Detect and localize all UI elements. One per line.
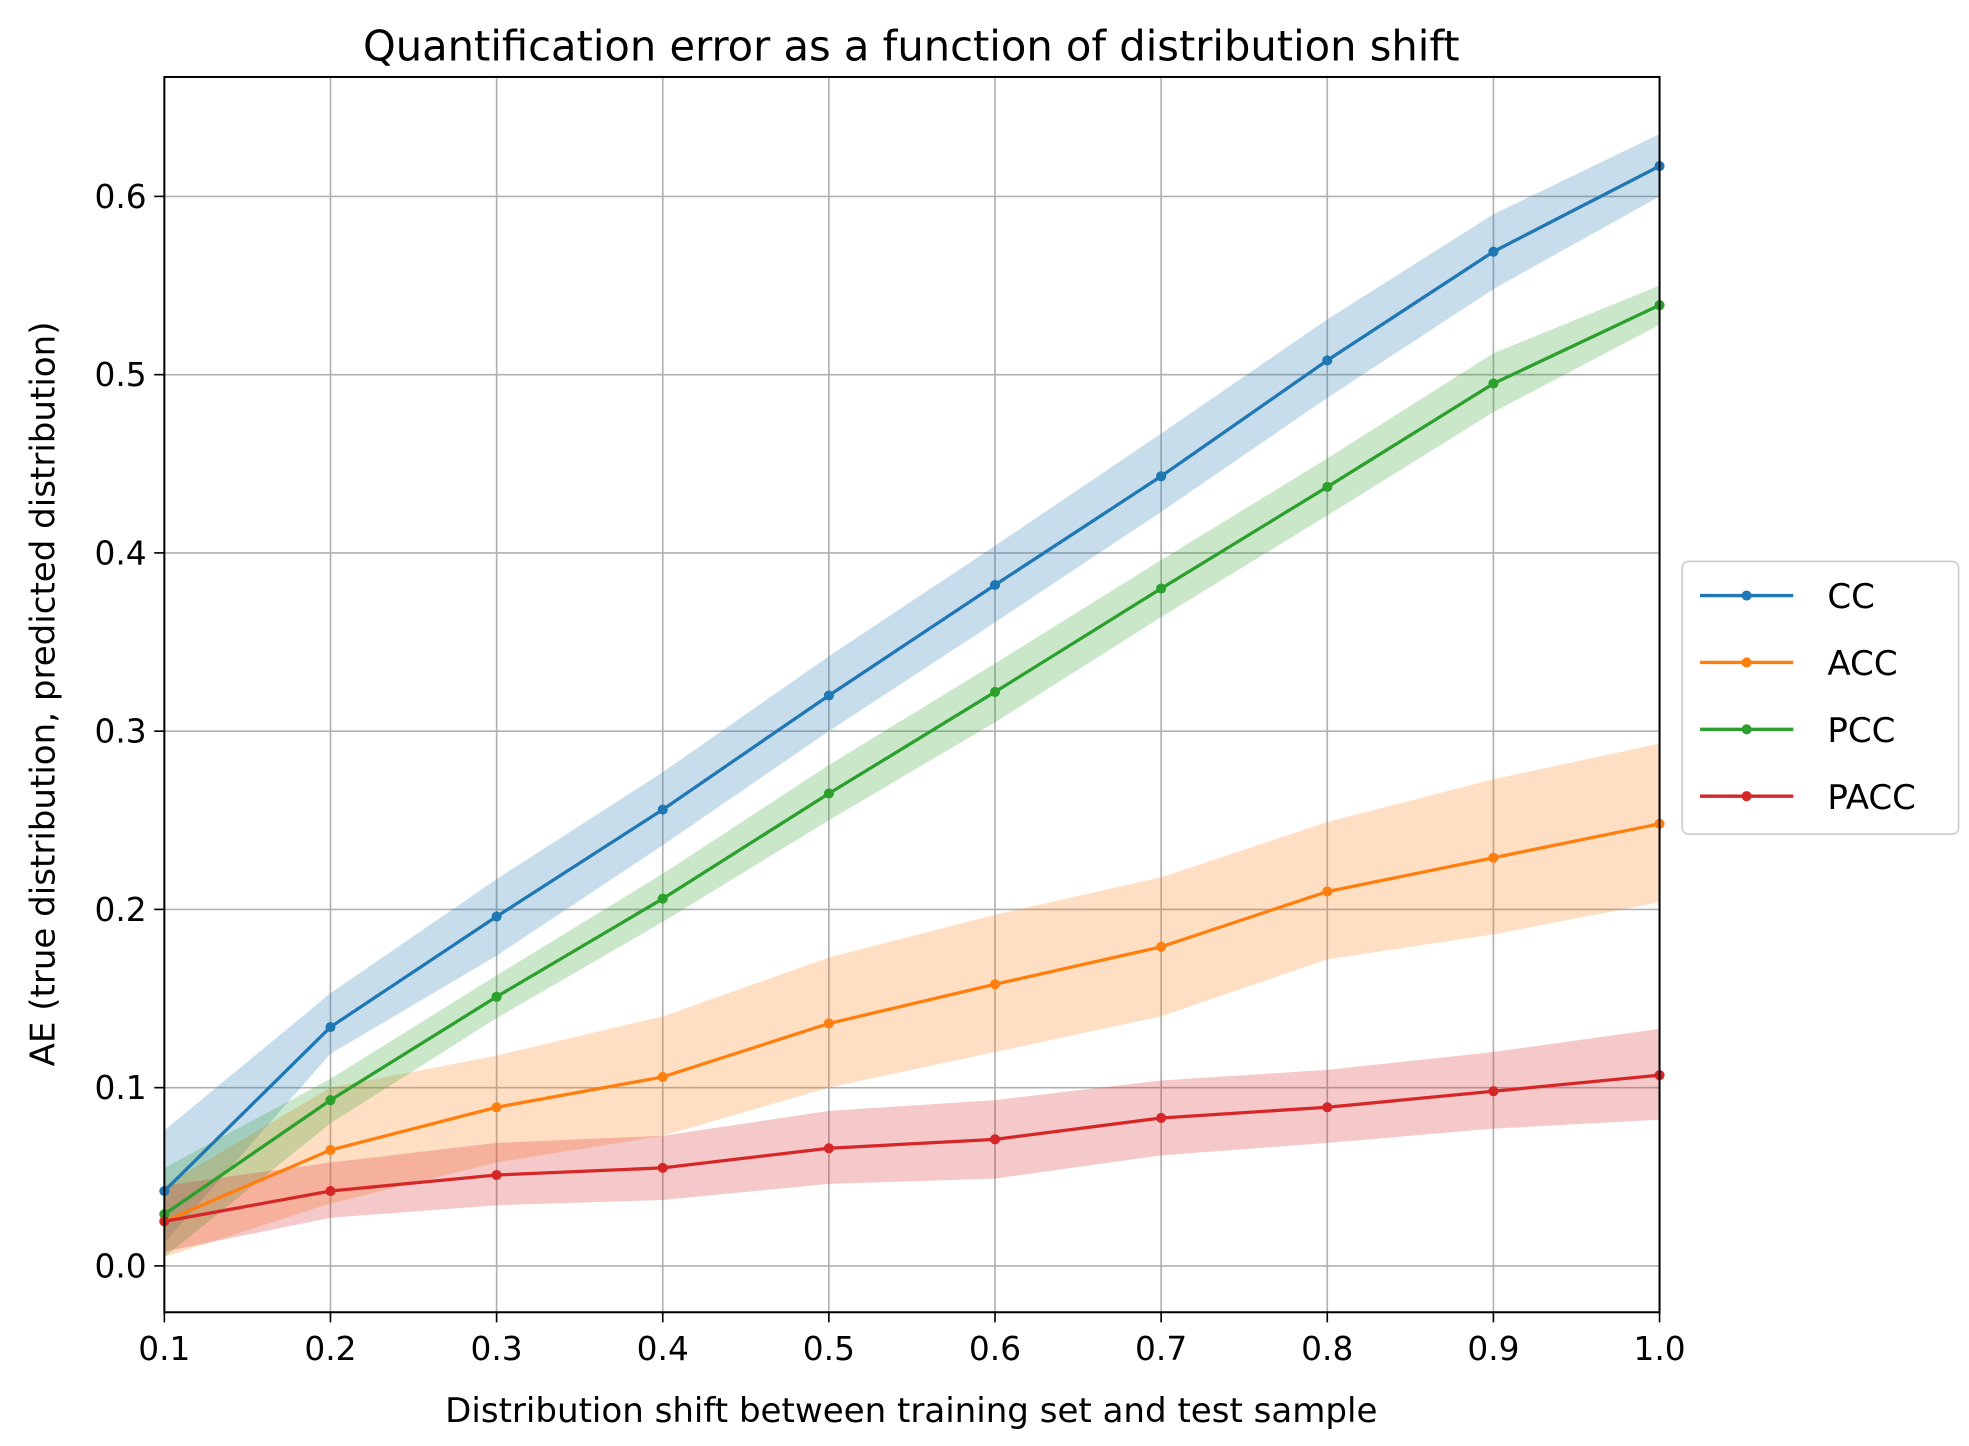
point-cc bbox=[657, 804, 668, 815]
x-tick-label: 1.0 bbox=[1633, 1330, 1685, 1368]
band-acc bbox=[164, 743, 1660, 1257]
point-cc bbox=[325, 1022, 336, 1033]
point-acc bbox=[657, 1071, 668, 1083]
y-tick-label: 0.6 bbox=[95, 178, 147, 216]
point-cc bbox=[989, 579, 1001, 591]
point-pcc bbox=[491, 991, 502, 1002]
y-tick-label: 0.5 bbox=[95, 356, 147, 394]
x-tick-label: 0.3 bbox=[471, 1330, 523, 1368]
point-acc bbox=[1488, 852, 1499, 863]
point-pacc bbox=[491, 1169, 502, 1181]
point-pacc bbox=[1322, 1102, 1333, 1113]
legend-marker-pcc bbox=[1741, 724, 1752, 735]
x-tick-label: 0.7 bbox=[1135, 1330, 1187, 1368]
y-tick-label: 0.1 bbox=[95, 1069, 147, 1107]
point-pcc bbox=[325, 1095, 336, 1106]
band-cc bbox=[164, 134, 1660, 1243]
y-axis: 0.0 0.1 0.2 0.3 0.4 0.5 0.6 bbox=[95, 178, 165, 1285]
x-axis-label: Distribution shift between training set … bbox=[445, 1391, 1377, 1431]
line-pcc bbox=[163, 303, 1661, 1216]
y-tick-label: 0.0 bbox=[95, 1247, 147, 1285]
legend-label-cc: CC bbox=[1827, 577, 1875, 617]
point-pcc bbox=[823, 788, 834, 799]
point-acc bbox=[491, 1102, 502, 1113]
point-pcc bbox=[657, 893, 668, 904]
band-pcc bbox=[164, 285, 1660, 1257]
line-cc bbox=[163, 164, 1661, 1193]
line-pacc bbox=[164, 1073, 1660, 1223]
legend-label-acc: ACC bbox=[1827, 644, 1897, 684]
y-tick-label: 0.4 bbox=[95, 534, 147, 572]
band-pacc bbox=[164, 1028, 1660, 1252]
series-lines bbox=[159, 161, 1665, 1227]
x-tick-label: 0.4 bbox=[637, 1330, 689, 1368]
legend-marker-acc bbox=[1741, 657, 1752, 668]
x-axis: 0.1 0.2 0.3 0.4 0.5 0.6 0.7 0.8 0.9 1.0 bbox=[138, 1312, 1686, 1368]
point-pacc bbox=[325, 1185, 336, 1197]
y-tick-label: 0.2 bbox=[95, 891, 147, 929]
point-acc bbox=[1156, 941, 1167, 952]
point-pcc bbox=[1322, 481, 1333, 492]
legend-label-pcc: PCC bbox=[1827, 711, 1895, 751]
axes-frame bbox=[163, 75, 1661, 1314]
point-cc bbox=[1322, 355, 1333, 366]
point-pcc bbox=[989, 686, 1001, 697]
x-tick-label: 0.9 bbox=[1467, 1330, 1519, 1368]
point-acc bbox=[989, 979, 1001, 990]
legend-label-pacc: PACC bbox=[1827, 778, 1916, 818]
legend-marker-cc bbox=[1741, 590, 1752, 601]
point-pacc bbox=[989, 1134, 1001, 1145]
point-cc bbox=[1488, 246, 1499, 257]
x-tick-label: 0.6 bbox=[969, 1330, 1021, 1368]
x-tick-label: 0.2 bbox=[304, 1330, 356, 1368]
point-acc bbox=[325, 1144, 336, 1156]
confidence-bands bbox=[164, 134, 1660, 1257]
point-pacc bbox=[823, 1143, 834, 1154]
point-pcc bbox=[1156, 583, 1167, 594]
point-pacc bbox=[1488, 1086, 1499, 1097]
point-acc bbox=[1322, 886, 1333, 897]
line-acc bbox=[163, 822, 1660, 1223]
legend-box bbox=[1681, 560, 1960, 835]
point-acc bbox=[823, 1018, 834, 1029]
legend-marker-pacc bbox=[1741, 791, 1752, 802]
point-cc bbox=[823, 690, 834, 701]
x-tick-label: 0.8 bbox=[1301, 1330, 1353, 1368]
y-tick-label: 0.3 bbox=[95, 713, 147, 751]
x-tick-label: 0.5 bbox=[803, 1330, 855, 1368]
point-pacc bbox=[1156, 1112, 1167, 1124]
x-tick-label: 0.1 bbox=[138, 1330, 190, 1368]
point-cc bbox=[491, 911, 502, 922]
legend: CC ACC PCC PACC bbox=[1681, 560, 1960, 835]
point-cc bbox=[1156, 471, 1167, 482]
point-pacc bbox=[657, 1162, 668, 1173]
point-pcc bbox=[1488, 378, 1499, 389]
chart-title: Quantification error as a function of di… bbox=[363, 22, 1460, 71]
y-axis-label: AE (true distribution, predicted distrib… bbox=[24, 322, 64, 1067]
